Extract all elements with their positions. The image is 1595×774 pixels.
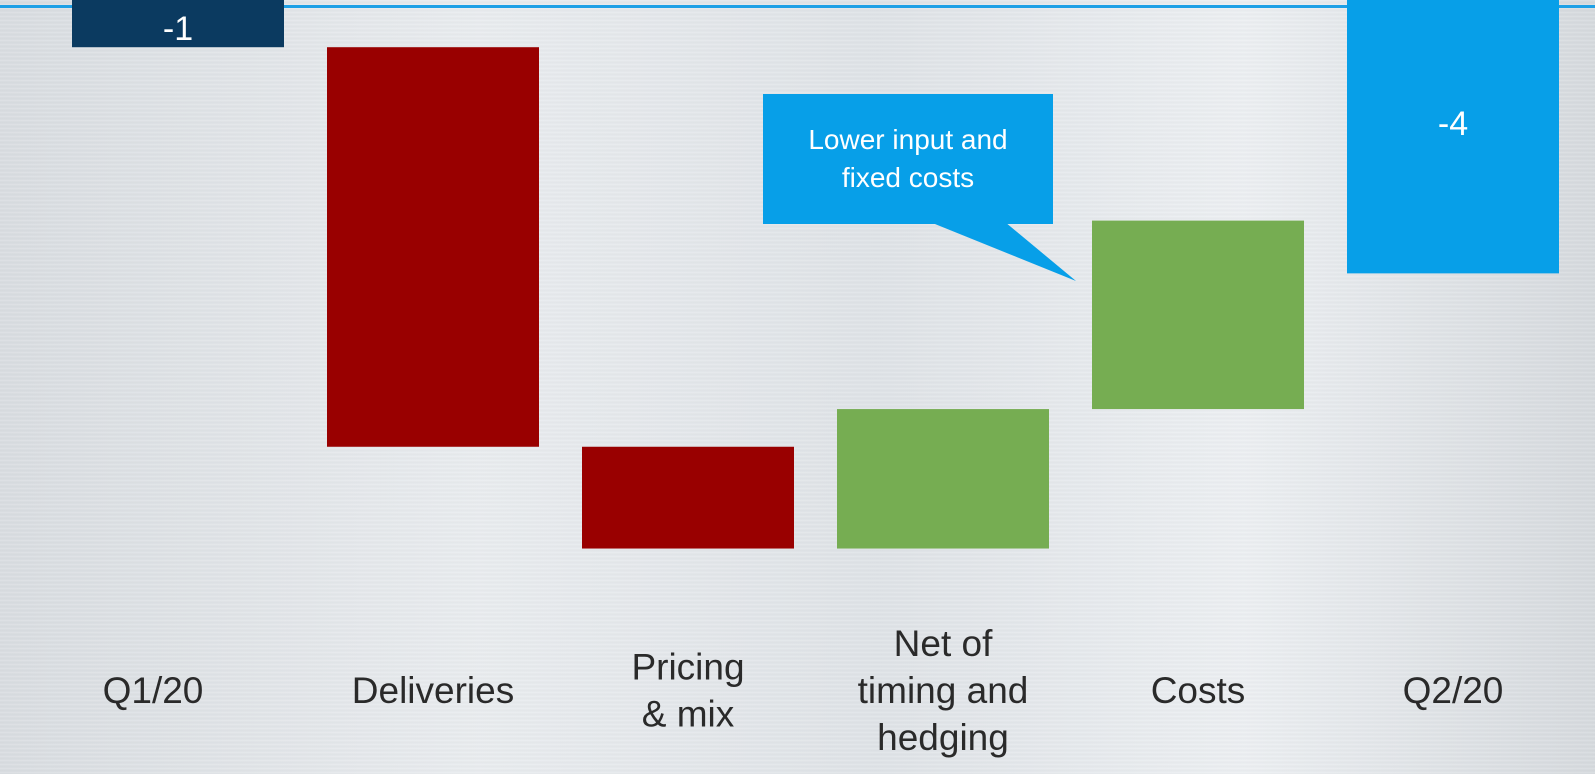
bar-net-of-timing-and-hedging (837, 409, 1049, 549)
bar-q1-20 (72, 0, 284, 48)
callout-text: Lower input and fixed costs (808, 124, 1008, 193)
category-label: Deliveries (352, 670, 514, 711)
callout-annotation: Lower input and fixed costs (763, 94, 1053, 224)
bars: -1 -4 (72, 0, 1559, 549)
callout-pointer (930, 222, 1076, 281)
category-label: Pricing & mix (631, 647, 744, 735)
data-label: -4 (1438, 105, 1468, 143)
bar-pricing-mix (582, 446, 794, 549)
category-label: Costs (1151, 670, 1246, 711)
top-rule (0, 5, 1595, 8)
category-label: Q1/20 (103, 670, 204, 711)
bar-costs (1092, 220, 1304, 410)
callout-box (763, 94, 1053, 224)
bar-deliveries (327, 47, 539, 447)
category-labels: Q1/20 Deliveries Pricing & mix Net of timing … (103, 623, 1504, 758)
category-label: Net of timing and hedging (858, 623, 1029, 758)
data-label: -1 (163, 10, 193, 48)
bar-q2-20 (1347, 0, 1559, 274)
category-label: Q2/20 (1403, 670, 1504, 711)
